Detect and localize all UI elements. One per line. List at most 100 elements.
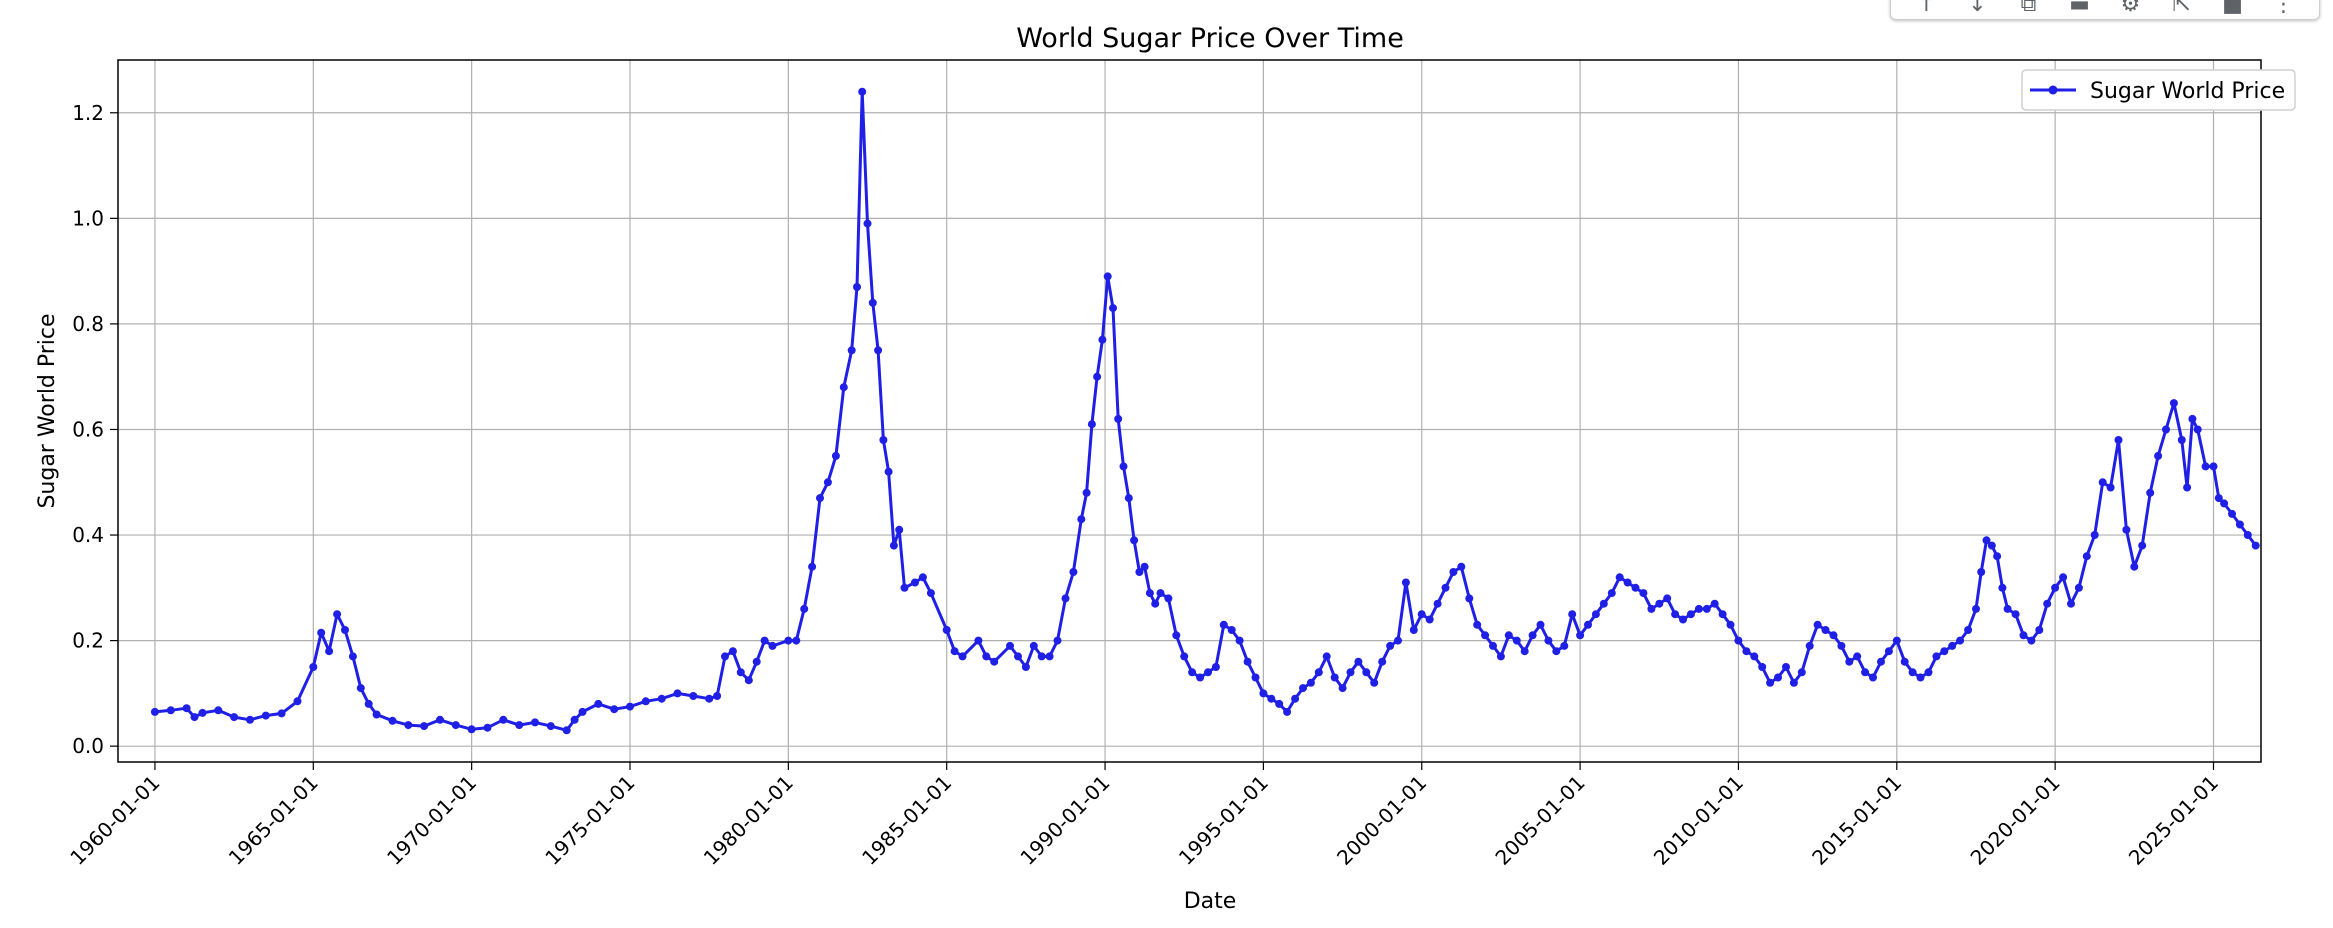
data-point [1314,668,1323,677]
data-point [1449,568,1458,576]
data-point [895,525,904,534]
data-point [1283,707,1292,716]
x-tick-label: 2020-01-01 [1966,771,2065,870]
data-point [1145,589,1154,598]
data-point [689,692,698,700]
data-point [2228,509,2236,518]
data-point [808,562,817,571]
data-point [2019,631,2028,640]
data-point [1235,636,1244,645]
data-point [1172,631,1181,640]
data-point [2043,599,2052,608]
data-point [853,283,861,291]
data-point [1151,599,1160,608]
data-point [2074,583,2083,592]
more-vert-icon[interactable]: ⋮ [2272,0,2295,17]
data-point [1694,604,1703,613]
y-tick-label: 1.2 [72,101,104,125]
data-point [918,573,927,582]
data-point [1774,673,1782,682]
data-point [2169,399,2178,408]
data-point [420,722,429,731]
data-point [1998,583,2007,592]
legend-box [2021,69,2296,111]
x-axis: 1960-01-01 1965-01-01 1970-01-01 1975-01-01… [65,762,2223,870]
data-point [1114,414,1123,423]
data-point [531,718,539,727]
arrow-up-icon[interactable]: ↑ [1917,0,1936,17]
link-icon[interactable]: ⧉ [2020,0,2037,17]
data-point [1409,626,1418,634]
data-point [198,708,207,717]
data-point [1204,668,1212,677]
data-point [1789,678,1798,687]
data-point [388,716,397,725]
data-point [451,721,460,730]
data-point [982,652,991,661]
data-point [230,713,239,722]
data-point [1710,599,1719,608]
data-point [1211,663,1220,671]
data-point [1758,663,1767,671]
y-tick-label: 0.4 [72,523,104,547]
data-point [752,657,761,666]
data-point [713,692,722,700]
data-point [1845,657,1854,666]
cell-toolbar: ↑ ↓ ⧉ ▬ ⚙ ⇱ ■ ⋮ [1890,0,2320,20]
data-point [1188,668,1197,677]
data-point [657,694,666,703]
data-point [1861,668,1870,677]
data-point [1386,641,1395,650]
data-point [1837,641,1846,650]
data-point [1069,568,1078,576]
data-point [1006,641,1014,650]
data-point [293,697,302,706]
data-point [823,478,832,487]
data-point [1544,636,1553,645]
data-point [1647,604,1656,613]
data-point [1829,631,1838,640]
data-point [483,723,492,732]
data-point [2114,436,2123,444]
data-point [1972,604,1980,613]
grid [118,60,2261,762]
data-point [1599,599,1608,608]
data-point [1948,641,1957,650]
data-point [1227,626,1236,634]
x-tick-label: 2010-01-01 [1649,771,1748,870]
series-line [154,90,2257,732]
x-tick-label: 2005-01-01 [1490,771,1589,870]
data-point [1869,673,1877,682]
data-point [1109,304,1117,313]
data-point [2201,462,2210,471]
data-point [950,647,959,656]
y-axis-label: Sugar World Price [35,313,60,508]
data-point [1394,636,1402,645]
y-axis: 0.0 0.2 0.4 0.6 0.8 1.0 1.2 [72,101,118,758]
data-point [2098,478,2107,487]
data-point [2082,552,2091,561]
y-tick-label: 0.0 [72,734,104,758]
x-tick-label: 2015-01-01 [1807,771,1906,870]
arrow-down-icon[interactable]: ↓ [1968,0,1987,17]
data-point [1124,494,1133,503]
data-point [1130,536,1139,545]
data-point [2177,436,2186,444]
data-point [2067,599,2075,608]
data-point [1299,684,1307,693]
share-icon[interactable]: ⇱ [2172,0,2191,17]
data-point [2251,541,2260,550]
trash-icon[interactable]: ■ [2222,0,2243,17]
gear-icon[interactable]: ⚙ [2120,0,2141,17]
data-point [2214,494,2223,503]
comment-icon[interactable]: ▬ [2069,0,2090,17]
data-point [974,636,983,645]
data-point [874,346,883,355]
data-point [1061,594,1070,603]
data-point [1892,636,1901,645]
data-point [1623,578,1632,587]
data-point [1119,462,1128,471]
data-point [1982,536,1991,545]
data-point [926,589,935,598]
